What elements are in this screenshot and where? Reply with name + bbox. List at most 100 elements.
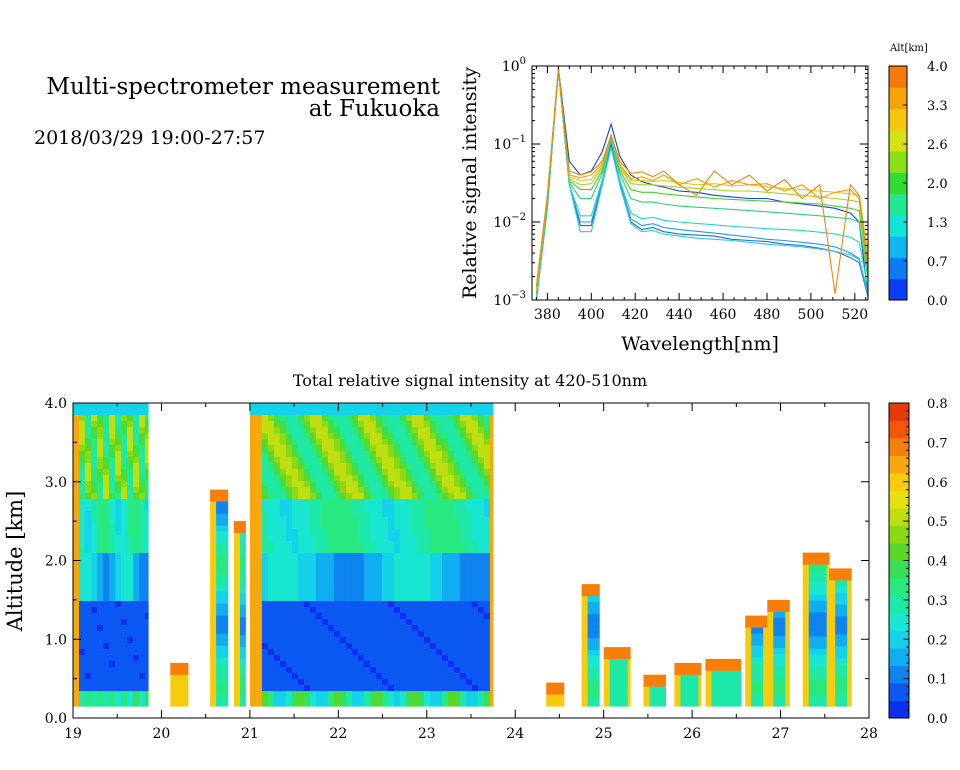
curtain-cell: [399, 469, 407, 476]
curtain-cell: [345, 667, 353, 674]
curtain-cell: [465, 451, 473, 458]
curtain-cell: [483, 517, 491, 524]
curtain-cell: [339, 481, 347, 488]
curtain-cell: [417, 619, 425, 626]
curtain-cell: [109, 493, 116, 500]
curtain-cell: [261, 433, 269, 440]
curtain-cell: [603, 677, 611, 684]
curtain-cell: [405, 649, 413, 656]
curtain-cell: [609, 647, 617, 654]
curtain-cell: [139, 661, 146, 668]
spectrum-line-3: [535, 69, 868, 300]
curtain-cell: [97, 613, 104, 620]
curtain-cell: [309, 559, 317, 566]
curtain-cell: [210, 501, 217, 508]
curtain-cell: [345, 541, 353, 548]
curtain-cell: [820, 690, 828, 697]
curtain-cell: [465, 481, 473, 488]
curtain-cell: [234, 671, 241, 678]
curtain-cell: [73, 685, 80, 692]
curtain-cell: [249, 511, 257, 518]
curtain-cell: [285, 619, 293, 626]
curtain-cell: [273, 637, 281, 644]
curtain-cell: [417, 421, 425, 428]
curtain-cell: [279, 673, 287, 680]
curtain-cell: [814, 570, 822, 577]
curtain-cell: [303, 445, 311, 452]
curtain-cell: [405, 691, 413, 698]
curtain-cell: [453, 673, 461, 680]
curtain-cell: [234, 683, 241, 690]
curtain-cell: [182, 698, 189, 706]
curtain-cell: [115, 409, 122, 416]
curtain-cell: [763, 687, 768, 694]
curtain-cell: [399, 433, 407, 440]
curtain-cell: [447, 697, 455, 704]
curtain-cell: [339, 553, 347, 560]
curtain-cell: [315, 577, 323, 584]
curtain-cell: [345, 565, 353, 572]
curtain-cell: [820, 618, 828, 625]
curtain-cell: [216, 579, 223, 586]
curtain-cell: [103, 595, 110, 602]
curtain-cell: [441, 469, 449, 476]
curtain-cell: [459, 565, 467, 572]
curtain-cell: [471, 667, 479, 674]
curtain-cell: [79, 511, 86, 518]
curtain-cell: [315, 619, 323, 626]
curtain-cell: [145, 481, 149, 488]
curtain-cell: [441, 493, 449, 500]
curtain-cell: [489, 409, 494, 416]
curtain-cell: [333, 577, 341, 584]
curtain-cell: [109, 583, 116, 590]
curtain-cell: [393, 643, 401, 650]
curtain-cell: [453, 493, 461, 500]
curtain-cell: [315, 595, 323, 602]
curtain-cell: [453, 517, 461, 524]
curtain-cell: [222, 489, 229, 496]
curtain-cell: [216, 489, 223, 496]
curtain-cell: [127, 445, 134, 452]
curtain-cell: [210, 621, 217, 628]
curtain-cell: [399, 619, 407, 626]
curtain-cell: [453, 415, 461, 422]
curtain-cell: [109, 487, 116, 494]
curtain-cell: [717, 676, 724, 684]
curtain-cell: [297, 631, 305, 638]
curtain-cell: [471, 649, 479, 656]
curtain-cell: [145, 553, 149, 560]
curtain-cell: [417, 565, 425, 572]
curtain-cell: [483, 403, 491, 410]
curtain-cell: [315, 529, 323, 536]
curtain-cell: [85, 685, 92, 692]
curtain-cell: [240, 617, 246, 624]
curtain-cell: [321, 427, 329, 434]
curtain-cell: [91, 601, 98, 608]
curtain-cell: [291, 511, 299, 518]
curtain-cell: [465, 529, 473, 536]
curtain-cell: [255, 607, 263, 614]
curtain-cell: [109, 601, 116, 608]
curtain-cell: [327, 457, 335, 464]
curtain-cell: [387, 511, 395, 518]
curtain-cell: [170, 698, 177, 706]
curtain-cell: [387, 643, 395, 650]
curtain-cell: [375, 547, 383, 554]
curtain-cell: [115, 703, 122, 707]
curtain-cell: [109, 433, 116, 440]
curtain-cell: [405, 511, 413, 518]
curtain-cell: [411, 589, 419, 596]
curtain-cell: [447, 469, 455, 476]
curtain-cell: [267, 469, 275, 476]
curtain-cell: [73, 577, 80, 584]
curtain-cell: [483, 535, 491, 542]
curtain-cell: [435, 571, 443, 578]
curtain-cell: [405, 499, 413, 506]
curtain-cell: [435, 421, 443, 428]
curtain-cell: [593, 638, 600, 645]
curtain-cell: [279, 601, 287, 608]
curtain-cell: [489, 661, 494, 668]
curtain-cell: [97, 637, 104, 644]
curtain-cell: [291, 703, 299, 707]
curtain-cell: [381, 607, 389, 614]
